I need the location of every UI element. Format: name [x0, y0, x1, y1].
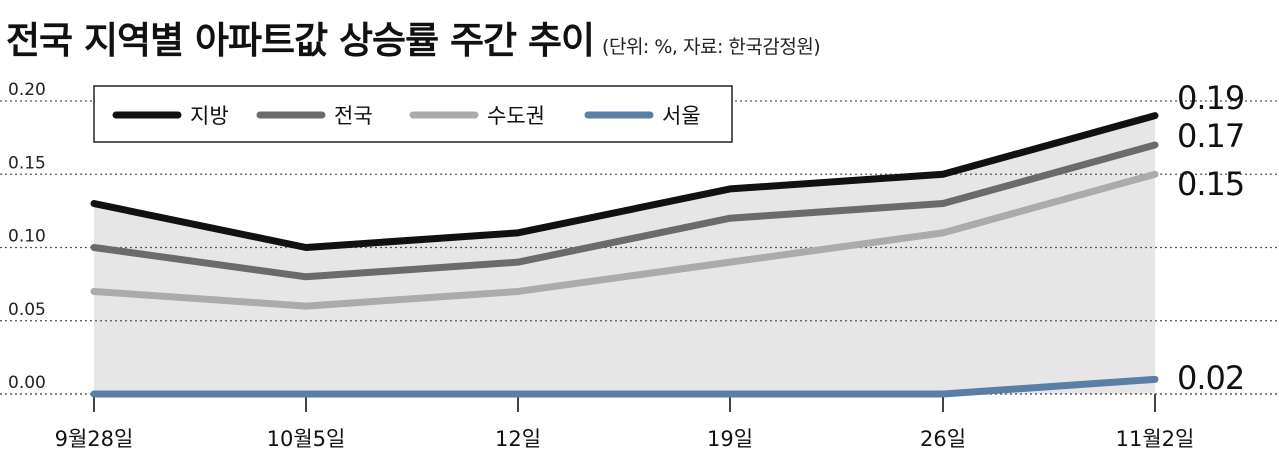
- legend-label: 서울: [662, 104, 701, 128]
- y-tick-label: 0.05: [8, 300, 46, 320]
- x-tick-label: 10월5일: [267, 427, 346, 451]
- series-line: [90, 170, 1159, 310]
- end-value-label: 0.17: [1177, 117, 1244, 155]
- x-tick-label: 12일: [495, 427, 541, 451]
- legend-label: 전국: [334, 104, 373, 128]
- shaded-area: [94, 115, 1155, 395]
- y-tick-label: 0.00: [8, 373, 46, 393]
- title-block: 전국 지역별 아파트값 상승률 주간 추이 (단위: %, 자료: 한국감정원): [6, 10, 821, 68]
- y-tick-label: 0.20: [8, 80, 46, 100]
- y-tick-label: 0.10: [8, 227, 46, 247]
- x-tick-label: 26일: [920, 427, 966, 451]
- x-tick-label: 9월28일: [55, 427, 134, 451]
- series-line: [90, 112, 1159, 251]
- x-tick-label: 11월2일: [1116, 427, 1195, 451]
- end-value-label: 0.19: [1177, 79, 1244, 117]
- y-tick-label: 0.15: [8, 153, 46, 173]
- end-value-label: 0.02: [1177, 359, 1244, 397]
- legend-label: 지방: [190, 104, 229, 128]
- series-line: [90, 375, 1159, 398]
- series-line: [90, 141, 1159, 281]
- end-value-label: 0.15: [1177, 165, 1244, 203]
- chart-subtitle: (단위: %, 자료: 한국감정원): [602, 36, 821, 58]
- chart-title: 전국 지역별 아파트값 상승률 주간 추이: [6, 19, 595, 62]
- legend-label: 수도권: [487, 104, 545, 128]
- x-tick-label: 19일: [707, 427, 753, 451]
